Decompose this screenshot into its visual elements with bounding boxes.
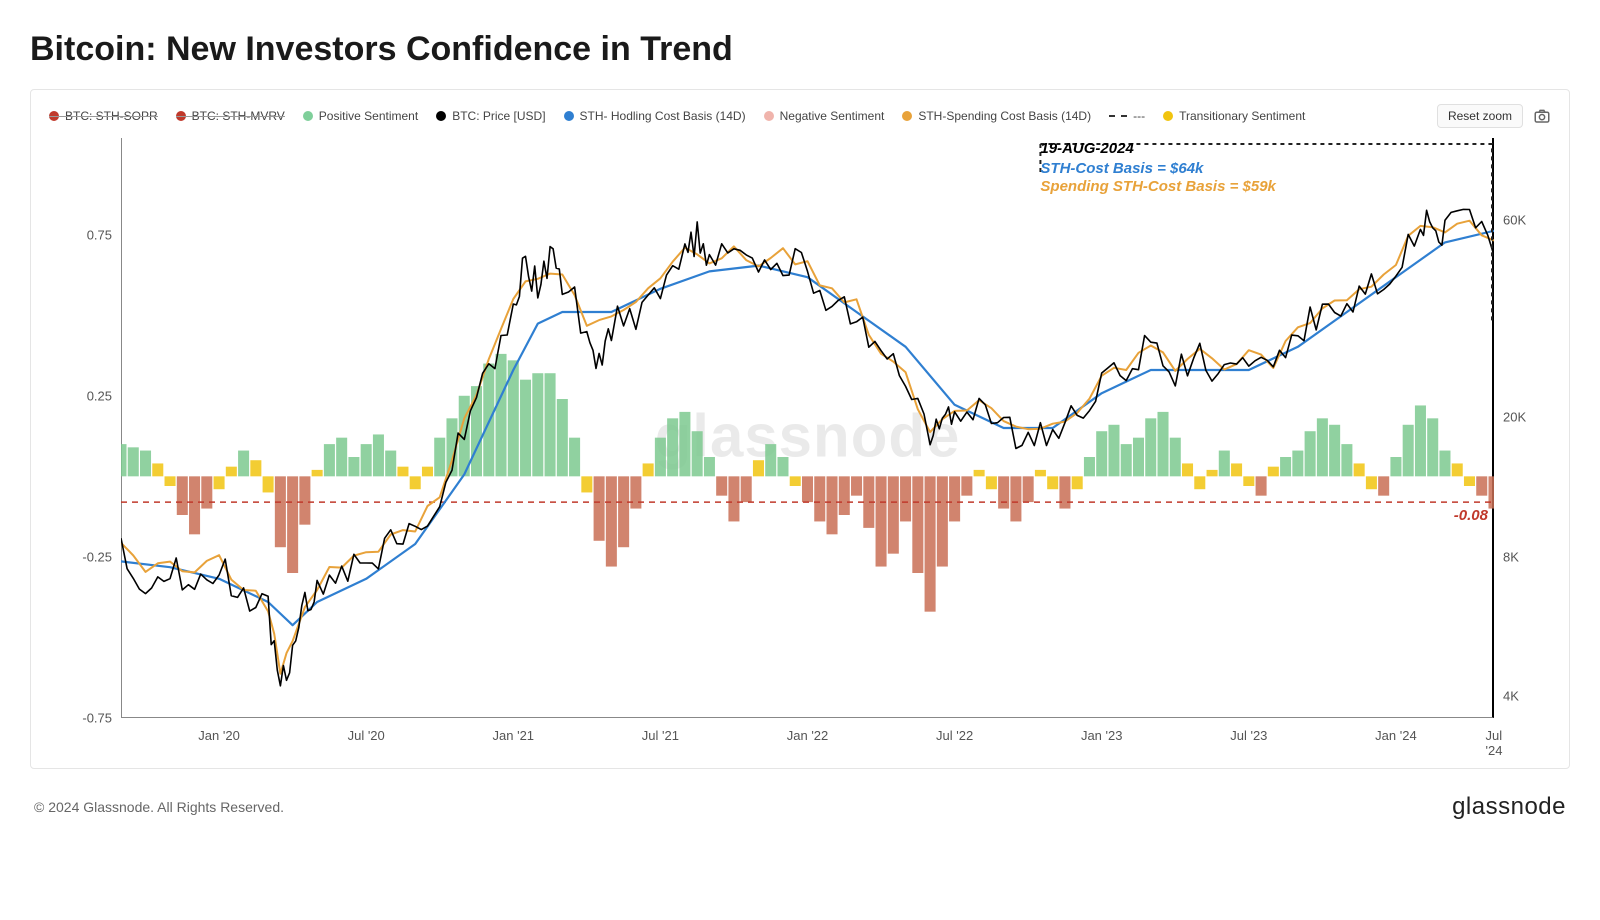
y-tick-right: 20K bbox=[1503, 409, 1526, 424]
chart-container: BTC: STH-SOPR BTC: STH-MVRV Positive Senti… bbox=[30, 89, 1570, 769]
svg-text:-0.08: -0.08 bbox=[1454, 507, 1489, 524]
y-tick-left: 0.25 bbox=[87, 388, 112, 403]
camera-icon[interactable] bbox=[1533, 107, 1551, 125]
legend-item[interactable]: Positive Sentiment bbox=[303, 109, 418, 123]
y-tick-right: 8K bbox=[1503, 549, 1519, 564]
y-axis-right: 4K 8K 20K 60K bbox=[1499, 138, 1544, 718]
chart-svg: -0.08 bbox=[121, 138, 1494, 718]
legend-item[interactable]: BTC: STH-MVRV bbox=[176, 109, 285, 123]
copyright: © 2024 Glassnode. All Rights Reserved. bbox=[34, 799, 284, 815]
x-tick: Jan '20 bbox=[198, 728, 240, 743]
legend-item[interactable]: --- bbox=[1109, 109, 1145, 123]
x-tick: Jan '24 bbox=[1375, 728, 1417, 743]
x-tick: Jan '21 bbox=[493, 728, 535, 743]
x-tick: Jul '20 bbox=[348, 728, 385, 743]
y-tick-left: -0.75 bbox=[82, 711, 112, 726]
y-tick-right: 60K bbox=[1503, 213, 1526, 228]
legend: BTC: STH-SOPR BTC: STH-MVRV Positive Senti… bbox=[41, 100, 1559, 138]
chart-annotation: 19-AUG-2024 bbox=[1040, 140, 1133, 157]
page-title: Bitcoin: New Investors Confidence in Tre… bbox=[30, 30, 1570, 69]
x-tick: Jul '22 bbox=[936, 728, 973, 743]
legend-item[interactable]: Transitionary Sentiment bbox=[1163, 109, 1305, 123]
y-axis-left: -0.75-0.250.250.75 bbox=[71, 138, 116, 718]
x-tick: Jul '21 bbox=[642, 728, 679, 743]
x-tick: Jan '23 bbox=[1081, 728, 1123, 743]
legend-item[interactable]: BTC: Price [USD] bbox=[436, 109, 545, 123]
chart-annotation: STH-Cost Basis = $64k bbox=[1040, 160, 1203, 177]
legend-item[interactable]: STH- Hodling Cost Basis (14D) bbox=[564, 109, 746, 123]
y-tick-right: 4K bbox=[1503, 688, 1519, 703]
y-tick-left: 0.75 bbox=[87, 227, 112, 242]
footer: © 2024 Glassnode. All Rights Reserved. g… bbox=[30, 769, 1570, 821]
reset-zoom-button[interactable]: Reset zoom bbox=[1437, 104, 1523, 128]
x-axis: Jan '20 Jul '20 Jan '21 Jul '21 Jan '22 Jul '… bbox=[121, 722, 1494, 748]
chart-annotation: Spending STH-Cost Basis = $59k bbox=[1040, 178, 1275, 195]
x-tick: Jul '24 bbox=[1486, 728, 1503, 758]
y-tick-left: -0.25 bbox=[82, 549, 112, 564]
legend-item[interactable]: Negative Sentiment bbox=[764, 109, 885, 123]
legend-item[interactable]: STH-Spending Cost Basis (14D) bbox=[902, 109, 1091, 123]
legend-item[interactable]: BTC: STH-SOPR bbox=[49, 109, 158, 123]
x-tick: Jan '22 bbox=[787, 728, 829, 743]
x-tick: Jul '23 bbox=[1230, 728, 1267, 743]
chart-plot: glassnode -0.08 -0.75-0.250.250.75 4K8K2… bbox=[121, 138, 1494, 748]
brand-logo: glassnode bbox=[1452, 793, 1566, 821]
